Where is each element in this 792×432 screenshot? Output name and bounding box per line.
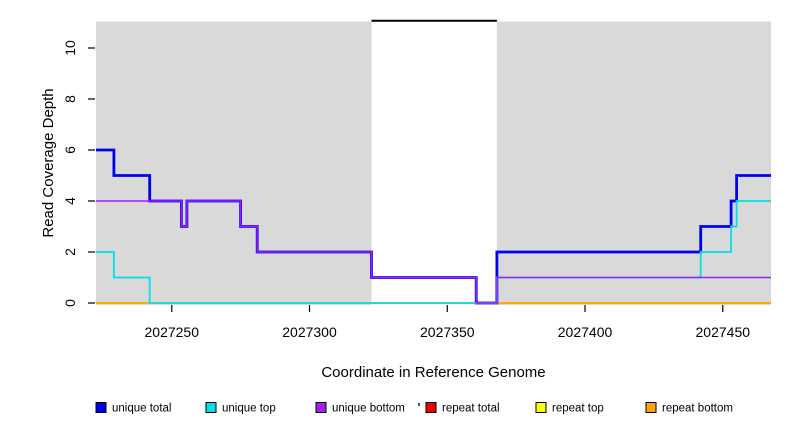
highlight-region — [371, 21, 497, 305]
series-line-unique-bottom — [96, 200, 771, 304]
legend-swatch-unique-bottom — [315, 402, 327, 413]
y-tick-label: 0 — [62, 299, 78, 307]
stray-mark — [418, 403, 420, 406]
legend-label-repeat-bottom: repeat bottom — [662, 403, 733, 415]
legend-swatch-repeat-top — [535, 402, 547, 413]
y-tick-label: 4 — [62, 197, 78, 205]
x-tick-label: 2027400 — [558, 324, 613, 340]
x-tick-label: 2027350 — [420, 324, 475, 340]
legend-label-unique-total: unique total — [112, 403, 171, 415]
legend-label-repeat-top: repeat top — [552, 403, 604, 415]
legend-label-unique-top: unique top — [222, 403, 276, 415]
y-tick-label: 6 — [62, 146, 78, 154]
legend-swatch-unique-total — [95, 402, 107, 413]
legend-label-repeat-total: repeat total — [442, 403, 500, 415]
legend-swatch-repeat-bottom — [645, 402, 657, 413]
y-tick-label: 2 — [62, 248, 78, 256]
x-tick-label: 2027250 — [145, 324, 200, 340]
x-tick-label: 2027300 — [282, 324, 337, 340]
legend-swatch-unique-top — [205, 402, 217, 413]
x-axis-title: Coordinate in Reference Genome — [321, 364, 545, 381]
x-tick-label: 2027450 — [696, 324, 751, 340]
legend: unique total unique top unique bottom repea… — [95, 402, 733, 415]
y-axis-title: Read Coverage Depth — [40, 88, 57, 237]
legend-swatch-repeat-total — [425, 402, 437, 413]
y-tick-label: 8 — [62, 95, 78, 103]
plot-area: 2027250 2027300 2027350 2027400 2027450 0 2 4 6 8… — [62, 19, 771, 340]
legend-label-unique-bottom: unique bottom — [332, 403, 405, 415]
y-tick-label: 10 — [62, 40, 78, 56]
